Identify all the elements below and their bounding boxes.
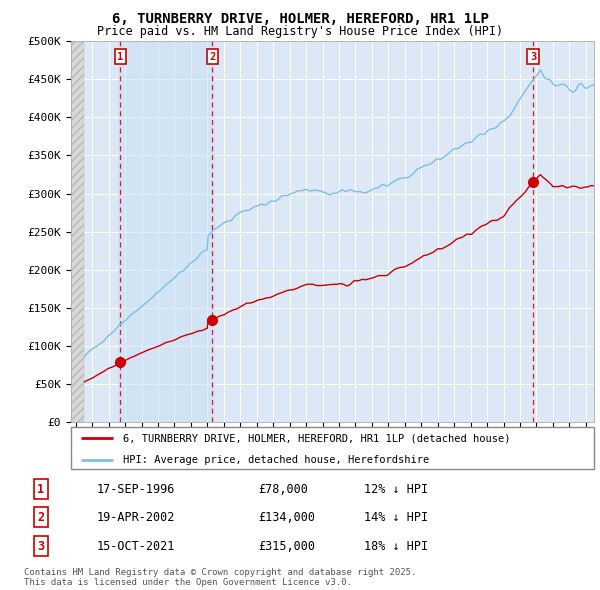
Text: 3: 3	[530, 51, 536, 61]
Text: 1: 1	[118, 51, 124, 61]
Text: 2: 2	[37, 511, 44, 524]
Text: 1: 1	[37, 483, 44, 496]
Text: £78,000: £78,000	[259, 483, 308, 496]
Text: 3: 3	[37, 540, 44, 553]
Text: 14% ↓ HPI: 14% ↓ HPI	[364, 511, 428, 524]
FancyBboxPatch shape	[71, 427, 594, 469]
Text: 17-SEP-1996: 17-SEP-1996	[97, 483, 175, 496]
Text: 19-APR-2002: 19-APR-2002	[97, 511, 175, 524]
Text: £315,000: £315,000	[259, 540, 316, 553]
Text: Price paid vs. HM Land Registry's House Price Index (HPI): Price paid vs. HM Land Registry's House …	[97, 25, 503, 38]
Text: 12% ↓ HPI: 12% ↓ HPI	[364, 483, 428, 496]
Text: 6, TURNBERRY DRIVE, HOLMER, HEREFORD, HR1 1LP: 6, TURNBERRY DRIVE, HOLMER, HEREFORD, HR…	[112, 12, 488, 26]
Text: 15-OCT-2021: 15-OCT-2021	[97, 540, 175, 553]
Text: £134,000: £134,000	[259, 511, 316, 524]
Text: 6, TURNBERRY DRIVE, HOLMER, HEREFORD, HR1 1LP (detached house): 6, TURNBERRY DRIVE, HOLMER, HEREFORD, HR…	[123, 434, 511, 444]
Text: 18% ↓ HPI: 18% ↓ HPI	[364, 540, 428, 553]
Text: 2: 2	[209, 51, 215, 61]
Text: HPI: Average price, detached house, Herefordshire: HPI: Average price, detached house, Here…	[123, 455, 430, 465]
Text: Contains HM Land Registry data © Crown copyright and database right 2025.
This d: Contains HM Land Registry data © Crown c…	[24, 568, 416, 587]
